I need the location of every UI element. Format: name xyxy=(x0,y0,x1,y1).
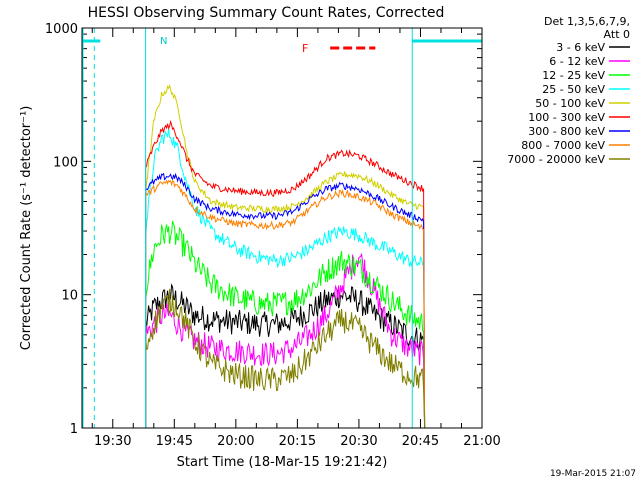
legend-label: 25 - 50 keV xyxy=(542,83,605,96)
x-tick-label: 20:30 xyxy=(340,434,377,449)
y-axis-label: Corrected Count Rate (s⁻¹ detector⁻¹) xyxy=(19,106,34,351)
series-line xyxy=(145,253,426,429)
legend-label: 50 - 100 keV xyxy=(535,97,605,110)
flare-flag-label: F xyxy=(302,42,308,55)
legend-label: 3 - 6 keV xyxy=(556,41,605,54)
legend-title-line2: Att 0 xyxy=(604,28,630,41)
series-line xyxy=(145,179,426,429)
series-line xyxy=(145,119,426,429)
x-tick-label: 20:45 xyxy=(402,434,439,449)
y-tick-label: 10 xyxy=(61,289,78,304)
y-tick-label: 1000 xyxy=(45,22,78,37)
legend-label: 7000 - 20000 keV xyxy=(507,153,605,166)
series-layer xyxy=(145,83,426,429)
series-line xyxy=(145,288,426,429)
legend-label: 6 - 12 keV xyxy=(549,55,605,68)
legend-label: 300 - 800 keV xyxy=(528,125,605,138)
series-line xyxy=(145,128,426,429)
axes-layer: 1 10 100 1000 19:30 19:45 20:00 20:15 20:30 20:45… xyxy=(45,22,501,449)
series-line xyxy=(145,172,426,429)
footer-timestamp: 19-Mar-2015 21:07 xyxy=(550,469,636,479)
series-line xyxy=(145,220,426,429)
x-tick-label: 20:15 xyxy=(279,434,316,449)
x-tick-label: 20:00 xyxy=(217,434,254,449)
series-line xyxy=(145,283,426,429)
x-tick-label: 19:30 xyxy=(94,434,131,449)
x-tick-label: 21:00 xyxy=(463,434,500,449)
legend-title-line1: Det 1,3,5,6,7,9, xyxy=(544,15,630,28)
x-axis-label: Start Time (18-Mar-15 19:21:42) xyxy=(177,455,388,470)
y-tick-label: 1 xyxy=(70,422,78,437)
plot-frame xyxy=(81,27,483,429)
legend-label: 100 - 300 keV xyxy=(528,111,605,124)
chart-title: HESSI Observing Summary Count Rates, Cor… xyxy=(88,5,445,21)
legend-label: 800 - 7000 keV xyxy=(521,139,605,152)
x-tick-label: 19:45 xyxy=(156,434,193,449)
legend-label: 12 - 25 keV xyxy=(542,69,605,82)
night-flag-label: N xyxy=(160,36,167,47)
y-tick-label: 100 xyxy=(53,155,78,170)
